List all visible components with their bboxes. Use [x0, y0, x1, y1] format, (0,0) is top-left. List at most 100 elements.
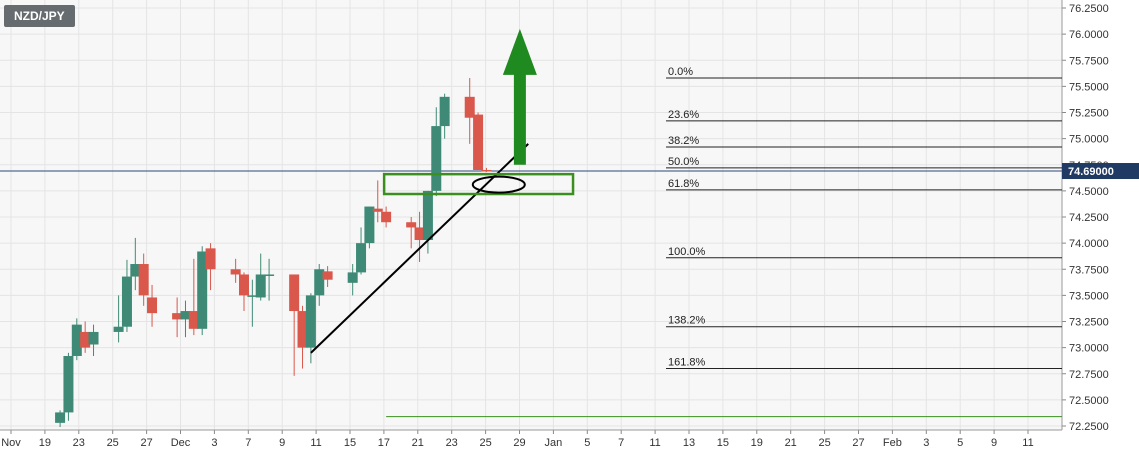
- y-tick-label: 72.5000: [1069, 395, 1109, 407]
- candle-up: [113, 326, 124, 332]
- arrow-shaft: [513, 72, 526, 165]
- x-tick-label: 25: [107, 437, 119, 449]
- candle-down: [297, 311, 308, 348]
- y-tick-label: 74.2500: [1069, 212, 1109, 224]
- candle-up: [264, 274, 275, 276]
- y-tick-label: 76.2500: [1069, 3, 1109, 15]
- candle-up: [347, 272, 358, 283]
- y-tick-label: 75.2500: [1069, 108, 1109, 120]
- x-tick-label: 17: [378, 437, 390, 449]
- x-tick-label: 21: [412, 437, 424, 449]
- candle-up: [439, 96, 450, 127]
- y-tick-label: 74.5000: [1069, 186, 1109, 198]
- y-tick-label: 72.2500: [1069, 421, 1109, 433]
- x-tick-label: 25: [479, 437, 491, 449]
- candle-up: [422, 190, 433, 240]
- fib-level-label: 23.6%: [668, 109, 699, 121]
- fib-level-label: 50.0%: [668, 156, 699, 168]
- x-tick-label: 3: [923, 437, 929, 449]
- x-tick-label: 11: [310, 437, 321, 449]
- x-tick-label: 15: [717, 437, 729, 449]
- y-tick-label: 73.2500: [1069, 317, 1109, 329]
- y-tick-label: 73.7500: [1069, 264, 1109, 276]
- candle-down: [239, 274, 249, 296]
- candle-down: [289, 274, 300, 312]
- x-tick-label: 27: [852, 437, 864, 449]
- candle-up: [71, 324, 82, 356]
- x-tick-label: 9: [279, 437, 285, 449]
- y-axis: 76.2500 76.0000 75.7500 75.5000 75.2500 75.00…: [1062, 3, 1109, 433]
- x-tick-label: Feb: [883, 437, 902, 449]
- candle-up: [121, 276, 132, 327]
- candle-up: [88, 331, 99, 345]
- candle-down: [473, 114, 484, 170]
- x-tick-label: 23: [73, 437, 85, 449]
- x-tick-label: 23: [446, 437, 458, 449]
- price-tag-label: 74.69000: [1068, 166, 1114, 178]
- candle-up: [305, 295, 316, 348]
- candle-up: [55, 412, 66, 423]
- x-tick-label: Dec: [171, 437, 191, 449]
- fib-level-label: 38.2%: [668, 135, 699, 147]
- candle-up: [63, 355, 74, 413]
- candle-up: [364, 206, 375, 244]
- fib-level-label: 0.0%: [668, 66, 693, 78]
- up-arrow-icon: [502, 28, 537, 75]
- candle-up: [130, 264, 141, 277]
- candle-up: [314, 269, 325, 296]
- candle-down: [138, 264, 149, 296]
- candle-down: [80, 331, 91, 348]
- fib-level-label: 138.2%: [668, 315, 706, 327]
- x-tick-label: 13: [683, 437, 695, 449]
- x-tick-label: Jan: [545, 437, 563, 449]
- fib-level-label: 161.8%: [668, 357, 706, 369]
- candle-down: [172, 313, 183, 320]
- candle-down: [464, 96, 475, 118]
- x-tick-label: 11: [649, 437, 660, 449]
- x-tick-label: 19: [39, 437, 51, 449]
- candles: [55, 78, 492, 428]
- support-zone-box: [382, 172, 575, 196]
- x-axis: Nov 19 23 25 27 Dec 3 7 9 11 15 17 21 23 25 29 Jan 5 7 11 13…: [1, 430, 1034, 449]
- y-tick-label: 73.5000: [1069, 290, 1109, 302]
- y-tick-label: 73.0000: [1069, 343, 1109, 355]
- x-tick-label: 3: [211, 437, 217, 449]
- x-tick-label: 29: [513, 437, 525, 449]
- candle-down: [406, 222, 417, 228]
- y-tick-label: 75.0000: [1069, 134, 1109, 146]
- x-tick-label: 25: [818, 437, 830, 449]
- x-tick-label: 7: [245, 437, 251, 449]
- candle-up: [431, 126, 442, 191]
- candle-up: [255, 274, 266, 298]
- x-tick-label: Nov: [1, 437, 21, 449]
- candle-down: [481, 169, 492, 172]
- candle-down: [322, 271, 333, 280]
- x-tick-label: 5: [584, 437, 590, 449]
- trendline: [310, 143, 529, 354]
- candle-up: [247, 295, 258, 297]
- x-tick-label: 11: [1022, 437, 1033, 449]
- y-tick-label: 75.5000: [1069, 81, 1109, 93]
- candle-down: [381, 211, 392, 223]
- y-tick-label: 75.7500: [1069, 55, 1109, 67]
- y-tick-label: 76.0000: [1069, 29, 1109, 41]
- candle-down: [147, 297, 158, 314]
- candle-down: [372, 208, 383, 212]
- x-tick-label: 21: [785, 437, 797, 449]
- y-tick-label: 74.0000: [1069, 238, 1109, 250]
- candle-up: [180, 311, 191, 320]
- fib-level-label: 100.0%: [668, 246, 706, 258]
- fib-618-ellipse: [471, 175, 526, 194]
- x-tick-label: 27: [140, 437, 152, 449]
- candle-down: [205, 248, 216, 270]
- symbol-badge[interactable]: NZD/JPY: [4, 5, 75, 27]
- candle-down: [188, 311, 199, 329]
- current-price-tag: 74.69000: [1062, 163, 1139, 180]
- candle-up: [197, 251, 208, 329]
- x-tick-label: 7: [618, 437, 624, 449]
- fib-level-label: 61.8%: [668, 178, 699, 190]
- x-tick-label: 19: [751, 437, 763, 449]
- x-tick-label: 9: [991, 437, 997, 449]
